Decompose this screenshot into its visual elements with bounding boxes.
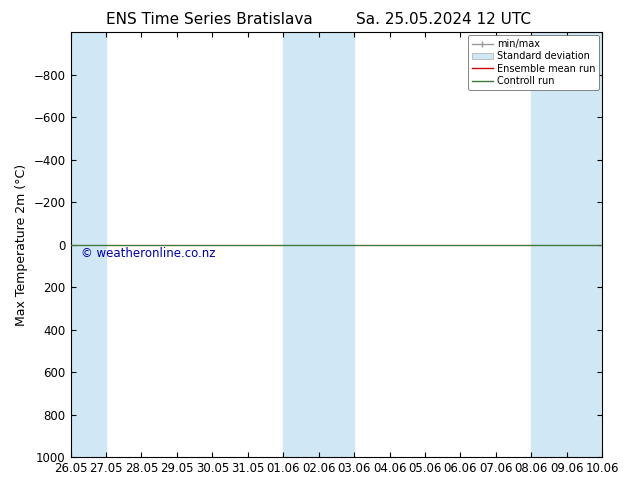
Bar — [531, 32, 602, 457]
Y-axis label: Max Temperature 2m (°C): Max Temperature 2m (°C) — [15, 164, 28, 326]
Text: © weatheronline.co.nz: © weatheronline.co.nz — [81, 247, 216, 260]
Bar — [283, 32, 354, 457]
Text: ENS Time Series Bratislava: ENS Time Series Bratislava — [106, 12, 313, 27]
Text: Sa. 25.05.2024 12 UTC: Sa. 25.05.2024 12 UTC — [356, 12, 531, 27]
Bar — [70, 32, 106, 457]
Legend: min/max, Standard deviation, Ensemble mean run, Controll run: min/max, Standard deviation, Ensemble me… — [468, 35, 599, 90]
